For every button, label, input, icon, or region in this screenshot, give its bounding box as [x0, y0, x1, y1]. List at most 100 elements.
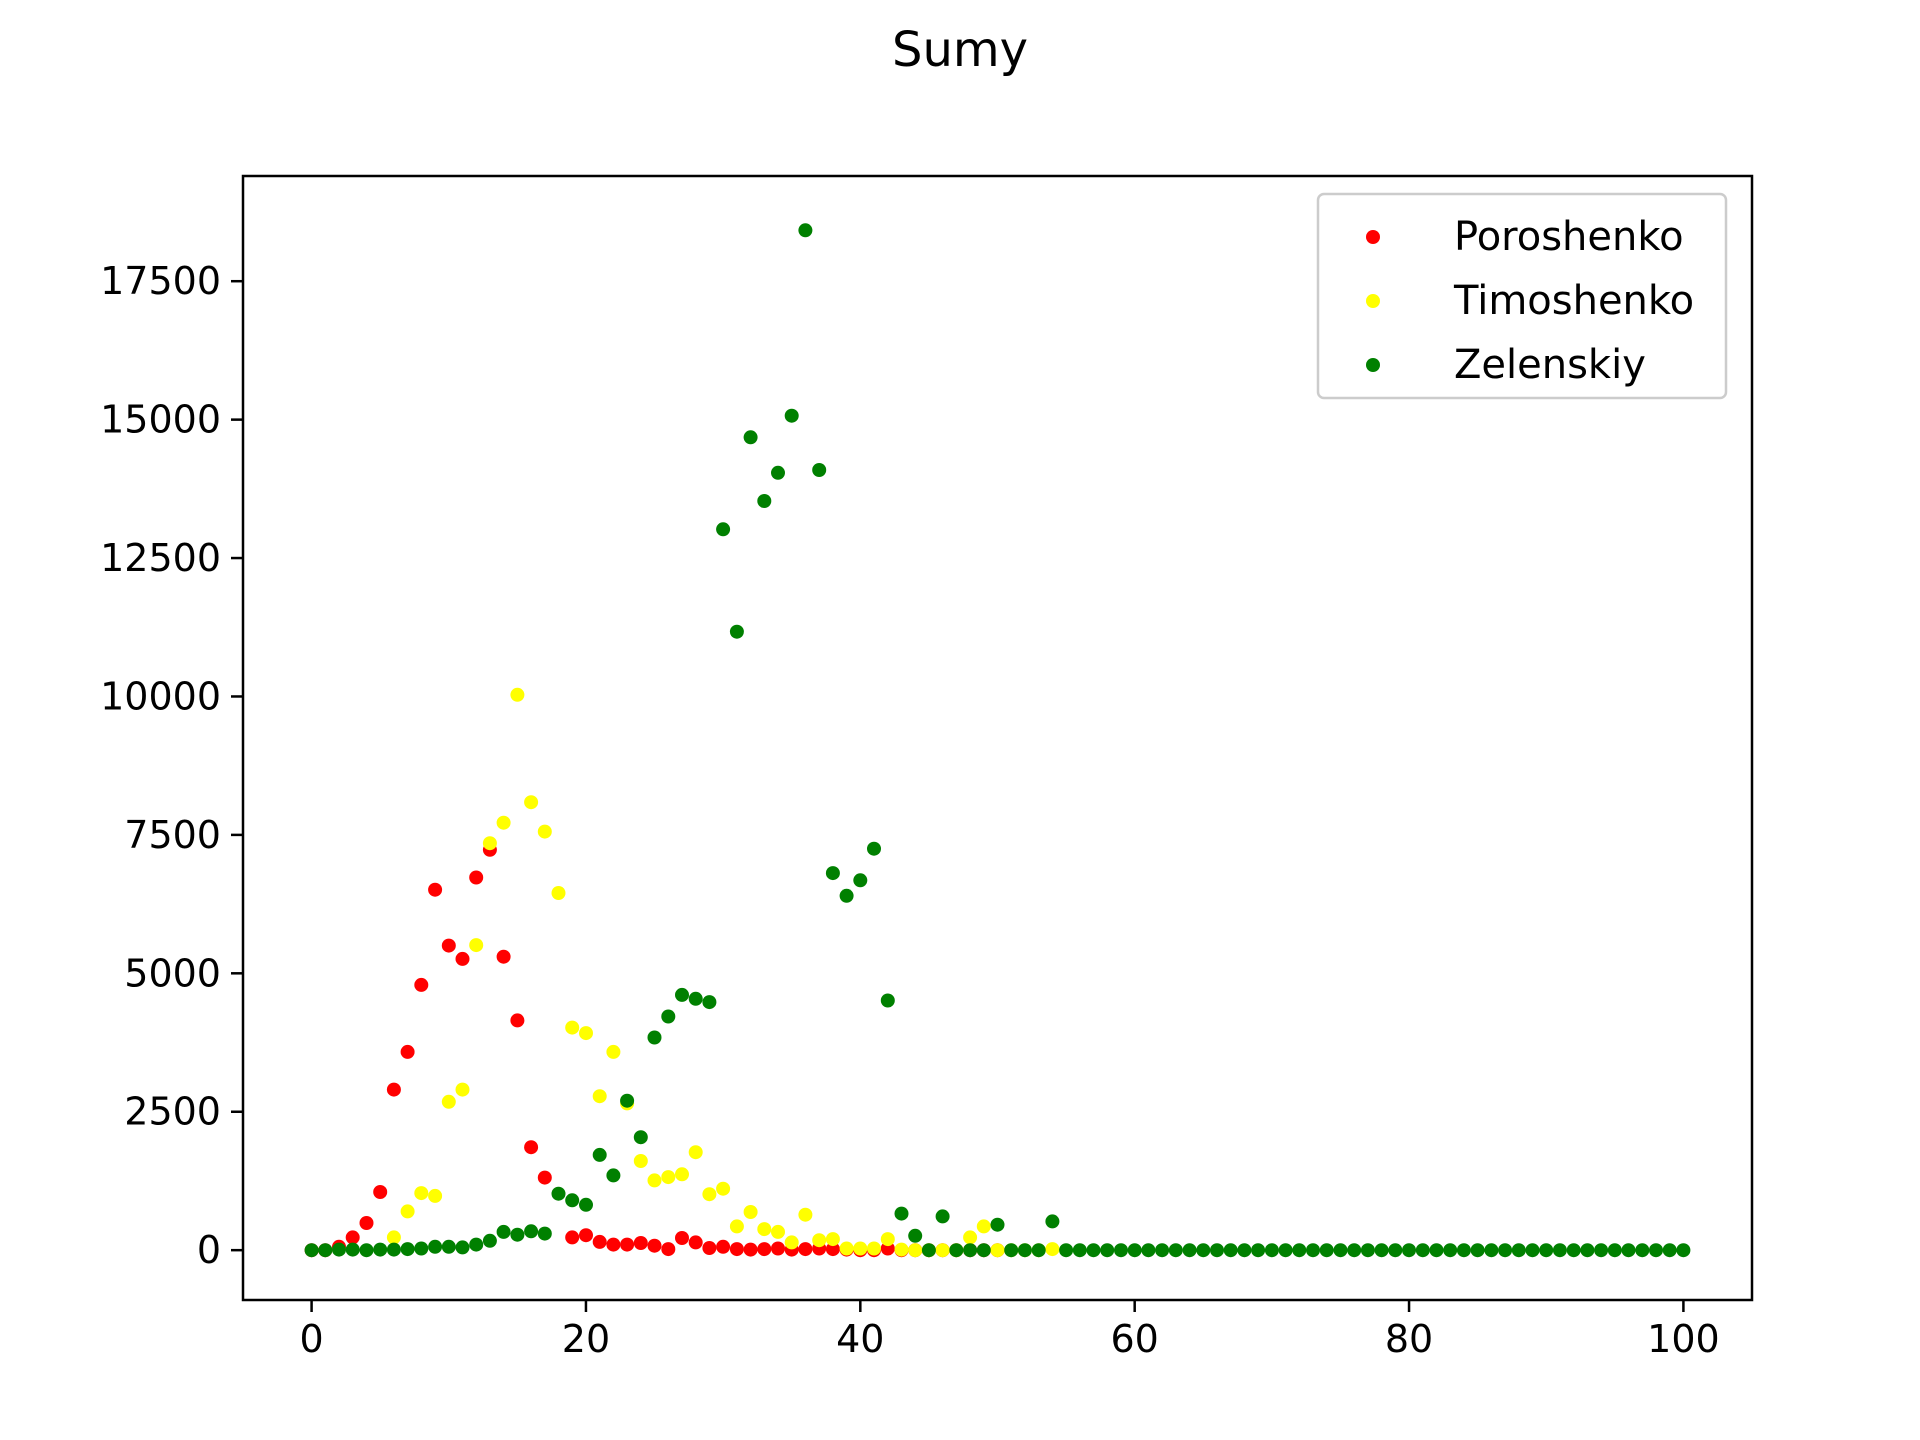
point-poroshenko-35: [798, 1242, 813, 1257]
point-zelenskiy-20: [579, 1197, 593, 1212]
point-zelenskiy-3: [345, 1242, 360, 1257]
point-zelenskiy-62: [1155, 1243, 1170, 1258]
point-zelenskiy-11: [455, 1240, 470, 1255]
point-zelenskiy-99: [1662, 1243, 1677, 1258]
point-timoshenko-10: [524, 795, 539, 810]
x-tick-label: 80: [1385, 1317, 1433, 1361]
point-zelenskiy-42: [880, 993, 895, 1008]
point-timoshenko-9: [510, 687, 525, 702]
point-timoshenko-7: [482, 836, 497, 851]
point-zelenskiy-49: [976, 1243, 991, 1258]
point-zelenskiy-12: [469, 1237, 484, 1252]
legend-marker-poroshenko: [1366, 230, 1380, 244]
point-timoshenko-11: [537, 824, 552, 839]
point-poroshenko-17: [537, 1170, 552, 1185]
point-zelenskiy-82: [1429, 1243, 1444, 1258]
point-poroshenko-24: [647, 1238, 662, 1253]
point-timoshenko-0: [386, 1230, 401, 1245]
point-zelenskiy-52: [1017, 1243, 1032, 1258]
chart-title: Sumy: [891, 22, 1029, 78]
point-zelenskiy-72: [1292, 1243, 1307, 1258]
y-tick-label: 15000: [100, 398, 221, 442]
point-timoshenko-8: [496, 815, 511, 830]
point-timoshenko-37: [894, 1242, 909, 1257]
point-poroshenko-19: [579, 1228, 593, 1243]
point-zelenskiy-44: [908, 1228, 923, 1243]
y-tick-label: 17500: [100, 259, 221, 303]
point-zelenskiy-63: [1168, 1243, 1183, 1258]
point-poroshenko-8: [414, 977, 429, 992]
point-timoshenko-22: [688, 1145, 703, 1160]
point-timoshenko-35: [867, 1241, 881, 1256]
point-poroshenko-5: [373, 1185, 388, 1199]
legend: Poroshenko Timoshenko Zelenskiy: [1316, 192, 1728, 400]
point-zelenskiy-26: [661, 1009, 676, 1024]
point-zelenskiy-31: [729, 624, 744, 639]
point-timoshenko-21: [675, 1167, 689, 1182]
point-zelenskiy-48: [963, 1243, 978, 1258]
point-timoshenko-32: [825, 1232, 840, 1247]
point-zelenskiy-22: [606, 1168, 621, 1183]
point-zelenskiy-86: [1484, 1243, 1499, 1258]
point-zelenskiy-45: [921, 1243, 936, 1258]
point-zelenskiy-15: [510, 1227, 525, 1242]
point-zelenskiy-95: [1607, 1243, 1622, 1258]
point-zelenskiy-47: [949, 1243, 964, 1258]
point-timoshenko-40: [935, 1243, 950, 1258]
point-zelenskiy-71: [1278, 1243, 1293, 1258]
point-timoshenko-3: [428, 1188, 443, 1203]
point-zelenskiy-98: [1649, 1243, 1663, 1258]
point-timoshenko-14: [579, 1026, 593, 1041]
point-zelenskiy-39: [839, 888, 854, 903]
point-zelenskiy-73: [1306, 1243, 1320, 1258]
point-poroshenko-28: [702, 1241, 717, 1255]
point-zelenskiy-96: [1621, 1243, 1636, 1258]
point-timoshenko-5: [455, 1082, 470, 1097]
point-poroshenko-25: [661, 1242, 676, 1257]
point-zelenskiy-85: [1470, 1243, 1485, 1258]
point-zelenskiy-43: [894, 1206, 909, 1221]
point-zelenskiy-25: [647, 1030, 662, 1045]
point-zelenskiy-69: [1251, 1243, 1266, 1258]
series-timoshenko: [386, 687, 1060, 1258]
point-timoshenko-23: [702, 1187, 717, 1202]
point-timoshenko-43: [976, 1219, 991, 1234]
x-tick-label: 20: [562, 1317, 610, 1361]
point-zelenskiy-6: [386, 1242, 401, 1257]
point-timoshenko-19: [647, 1173, 662, 1188]
point-poroshenko-11: [455, 951, 470, 966]
point-zelenskiy-0: [304, 1243, 319, 1258]
point-poroshenko-29: [716, 1239, 731, 1254]
x-tick-label: 0: [299, 1317, 323, 1361]
point-zelenskiy-97: [1635, 1243, 1650, 1258]
point-zelenskiy-2: [332, 1242, 346, 1257]
point-zelenskiy-59: [1114, 1243, 1128, 1258]
point-zelenskiy-54: [1045, 1214, 1060, 1229]
point-zelenskiy-4: [359, 1243, 374, 1258]
point-poroshenko-20: [592, 1234, 607, 1249]
point-zelenskiy-35: [784, 408, 799, 423]
series-zelenskiy: [304, 223, 1691, 1258]
point-timoshenko-34: [853, 1241, 868, 1256]
point-zelenskiy-92: [1566, 1243, 1581, 1258]
ticks-layer: 0 20 40 60 80 100 0 2500 5000 7500 10000 12500 15000…: [100, 259, 1720, 1361]
point-zelenskiy-94: [1594, 1243, 1609, 1258]
point-timoshenko-36: [880, 1232, 895, 1247]
point-timoshenko-4: [441, 1094, 456, 1109]
point-zelenskiy-66: [1210, 1243, 1224, 1258]
point-zelenskiy-100: [1676, 1243, 1691, 1258]
legend-marker-zelenskiy: [1366, 358, 1380, 372]
point-poroshenko-6: [386, 1082, 401, 1097]
point-zelenskiy-37: [812, 463, 827, 477]
point-poroshenko-16: [524, 1140, 539, 1155]
point-zelenskiy-16: [524, 1224, 539, 1239]
point-zelenskiy-13: [482, 1233, 497, 1248]
point-timoshenko-24: [716, 1181, 731, 1196]
point-zelenskiy-30: [716, 522, 731, 537]
point-poroshenko-32: [757, 1242, 772, 1257]
point-zelenskiy-84: [1456, 1243, 1471, 1258]
point-zelenskiy-89: [1525, 1243, 1540, 1258]
legend-box: [1316, 192, 1728, 400]
series-poroshenko: [304, 842, 1005, 1258]
